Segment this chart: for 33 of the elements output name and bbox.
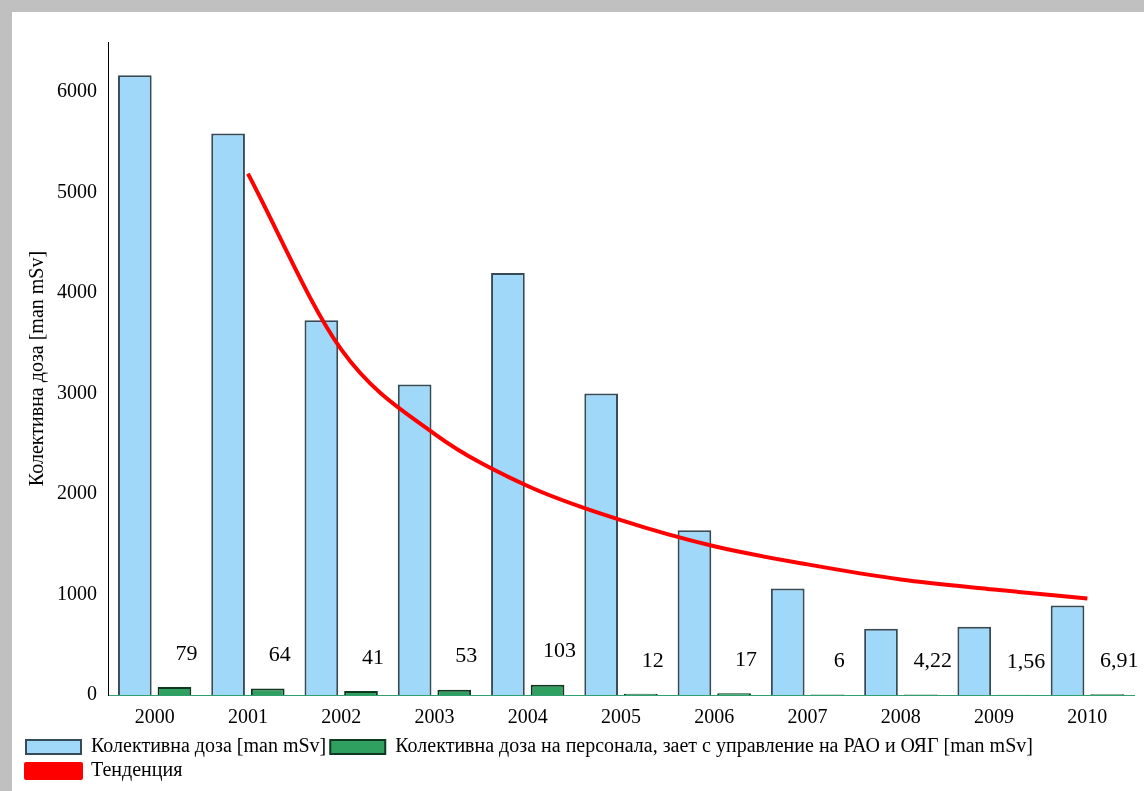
data-label: 6,91 — [1099, 647, 1139, 673]
y-tick-label: 5000 — [57, 179, 97, 202]
x-tick-label: 2008 — [880, 705, 921, 728]
x-tick-label: 2005 — [601, 705, 641, 728]
data-label: 6 — [833, 647, 845, 673]
y-tick-label: 1000 — [57, 581, 97, 604]
data-label: 17 — [735, 646, 758, 672]
y-tick-label: 6000 — [57, 79, 97, 102]
data-label: 103 — [543, 637, 577, 663]
data-label: 41 — [362, 643, 384, 669]
data-label: 53 — [455, 642, 478, 668]
x-tick-label: 2000 — [134, 705, 175, 728]
x-tick-label: 2002 — [321, 705, 362, 728]
data-label: 1,56 — [1006, 647, 1046, 673]
x-tick-label: 2009 — [974, 705, 1015, 728]
data-label: 64 — [268, 641, 291, 667]
x-tick-label: 2001 — [227, 705, 268, 728]
legend-label: Тенденция — [91, 758, 183, 782]
y-axis-title: Колективна доза [man mSv] — [25, 250, 49, 487]
data-label: 12 — [641, 646, 664, 672]
legend-label: Колективна доза [man mSv] — [91, 734, 327, 758]
x-tick-label: 2007 — [787, 705, 828, 728]
legend-label: Колективна доза на персонала, зает с управление на РАО и ОЯГ [man mSv] — [395, 734, 1033, 758]
x-tick-label: 2006 — [694, 705, 735, 728]
y-tick-label: 0 — [87, 682, 97, 705]
x-tick-label: 2004 — [507, 705, 548, 728]
y-tick-label: 3000 — [57, 380, 97, 403]
data-label: 4,22 — [913, 647, 952, 673]
y-tick-label: 4000 — [57, 280, 97, 303]
x-tick-label: 2010 — [1067, 705, 1108, 728]
y-tick-label: 2000 — [57, 481, 97, 504]
data-label: 79 — [175, 639, 198, 665]
x-tick-label: 2003 — [414, 705, 455, 728]
